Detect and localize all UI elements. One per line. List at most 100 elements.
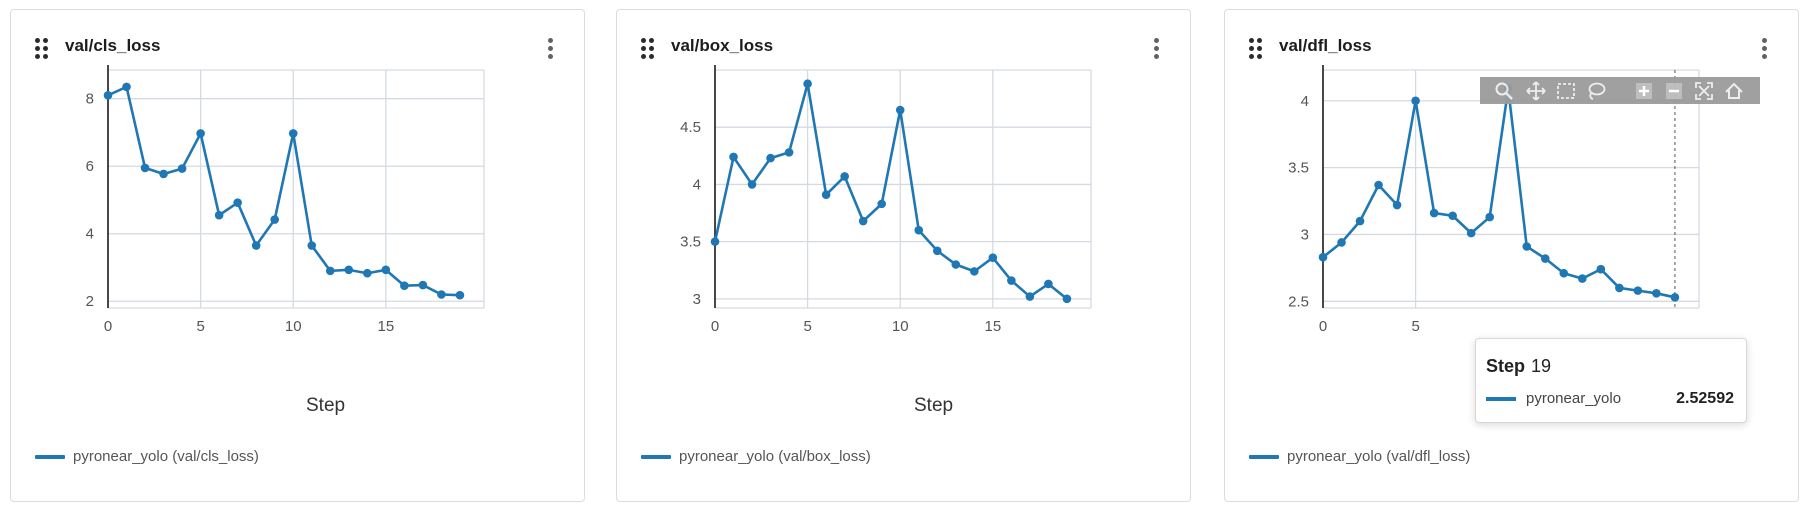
line-chart[interactable]: 3 3.5 4 4.5 0 5 10 15 — [617, 10, 1192, 503]
data-point — [177, 164, 187, 173]
zoom-in-icon[interactable] — [1634, 81, 1654, 101]
x-tick-label: 5 — [803, 318, 811, 335]
data-point — [1429, 208, 1439, 218]
x-tick-label: 5 — [1411, 318, 1419, 335]
data-point — [1633, 286, 1643, 295]
y-tick-label: 3.5 — [680, 234, 701, 251]
data-point — [455, 290, 465, 300]
autoscale-icon[interactable] — [1694, 81, 1714, 101]
x-tick-label: 15 — [377, 318, 394, 335]
data-point — [270, 215, 279, 224]
lasso-select-icon[interactable] — [1586, 81, 1606, 101]
series-line — [713, 82, 1068, 300]
data-point — [951, 260, 961, 269]
legend[interactable]: pyronear_yolo (val/box_loss) — [641, 448, 871, 465]
y-tick-label: 2.5 — [1288, 293, 1309, 310]
data-point — [437, 290, 446, 299]
data-point — [1466, 228, 1476, 238]
data-point — [1318, 252, 1328, 262]
legend-label: pyronear_yolo (val/cls_loss) — [73, 448, 259, 465]
y-tick-label: 6 — [86, 158, 94, 175]
more-options-icon[interactable] — [1154, 38, 1160, 60]
data-point — [400, 281, 409, 291]
legend[interactable]: pyronear_yolo (val/cls_loss) — [35, 448, 259, 465]
panel-title: val/box_loss — [671, 36, 774, 55]
line-chart[interactable]: 2 4 6 8 0 5 10 15 — [11, 10, 586, 503]
drag-handle-icon[interactable] — [641, 38, 655, 60]
series-line — [107, 85, 460, 297]
y-tick-label: 2 — [86, 293, 94, 310]
data-point — [803, 79, 812, 89]
data-point — [1485, 212, 1494, 222]
drag-handle-icon[interactable] — [35, 38, 49, 60]
drag-handle-icon[interactable] — [1249, 38, 1263, 60]
data-point — [1025, 292, 1035, 301]
data-point — [159, 169, 168, 179]
y-tick-label: 4 — [1301, 93, 1309, 110]
data-point — [1337, 238, 1346, 247]
x-tick-label: 0 — [711, 318, 719, 335]
data-point — [381, 265, 391, 275]
data-point — [418, 280, 428, 290]
reset-axes-icon[interactable] — [1724, 81, 1744, 101]
chart-panel-box-loss: val/box_loss 3 3.5 4 4.5 0 5 10 15 Step pyronea… — [616, 9, 1191, 502]
tooltip-series-name: pyronear_yolo — [1526, 390, 1622, 407]
data-point — [1522, 242, 1532, 251]
data-point — [103, 91, 113, 100]
y-tick-label: 4 — [693, 176, 701, 193]
data-point — [344, 265, 354, 275]
data-point — [363, 268, 372, 278]
data-point — [1374, 180, 1383, 190]
data-point — [122, 82, 131, 92]
y-tick-label: 4.5 — [680, 119, 701, 136]
y-tick-label: 8 — [86, 91, 94, 108]
data-point — [988, 253, 998, 262]
data-point — [1670, 293, 1680, 302]
more-options-icon[interactable] — [1762, 38, 1768, 60]
data-point — [1007, 276, 1016, 285]
data-point — [840, 172, 849, 181]
x-tick-label: 5 — [196, 318, 204, 335]
y-tick-label: 3 — [693, 291, 701, 308]
data-point — [1062, 294, 1072, 304]
panel-title: val/cls_loss — [65, 36, 161, 55]
data-point — [1448, 211, 1457, 221]
data-point — [1044, 279, 1053, 289]
data-point — [251, 241, 261, 250]
y-tick-label: 3.5 — [1288, 160, 1309, 177]
data-point — [1652, 288, 1661, 298]
data-point — [1578, 274, 1587, 283]
data-point — [932, 246, 942, 256]
x-tick-label: 0 — [1319, 318, 1327, 335]
pan-icon[interactable] — [1526, 81, 1546, 101]
tooltip-series: pyronear_yolo — [1486, 390, 1621, 407]
zoom-out-icon[interactable] — [1664, 81, 1684, 101]
data-point — [1559, 268, 1569, 278]
series-line — [1322, 87, 1676, 299]
data-point — [710, 237, 720, 246]
tooltip-value: 2.52592 — [1676, 390, 1734, 407]
x-tick-label: 15 — [984, 318, 1001, 335]
panel-title: val/dfl_loss — [1279, 36, 1372, 55]
x-tick-label: 10 — [285, 318, 302, 335]
data-point — [729, 152, 738, 162]
tooltip-swatch — [1486, 396, 1516, 401]
data-point — [970, 267, 979, 276]
legend-label: pyronear_yolo (val/dfl_loss) — [1287, 448, 1471, 465]
legend-swatch — [1249, 454, 1279, 459]
hover-tooltip: Step 19 pyronear_yolo 2.52592 — [1475, 338, 1747, 423]
data-point — [766, 153, 775, 163]
box-select-icon[interactable] — [1556, 81, 1576, 101]
data-point — [877, 199, 886, 209]
zoom-icon[interactable] — [1494, 81, 1514, 101]
x-tick-label: 10 — [892, 318, 909, 335]
data-point — [325, 266, 335, 276]
more-options-icon[interactable] — [548, 38, 554, 60]
data-point — [858, 216, 868, 226]
plot-modebar — [1480, 77, 1760, 104]
data-point — [1540, 254, 1550, 263]
legend-label: pyronear_yolo (val/box_loss) — [679, 448, 871, 465]
data-point — [1411, 96, 1420, 106]
legend-swatch — [35, 454, 65, 459]
legend[interactable]: pyronear_yolo (val/dfl_loss) — [1249, 448, 1470, 465]
